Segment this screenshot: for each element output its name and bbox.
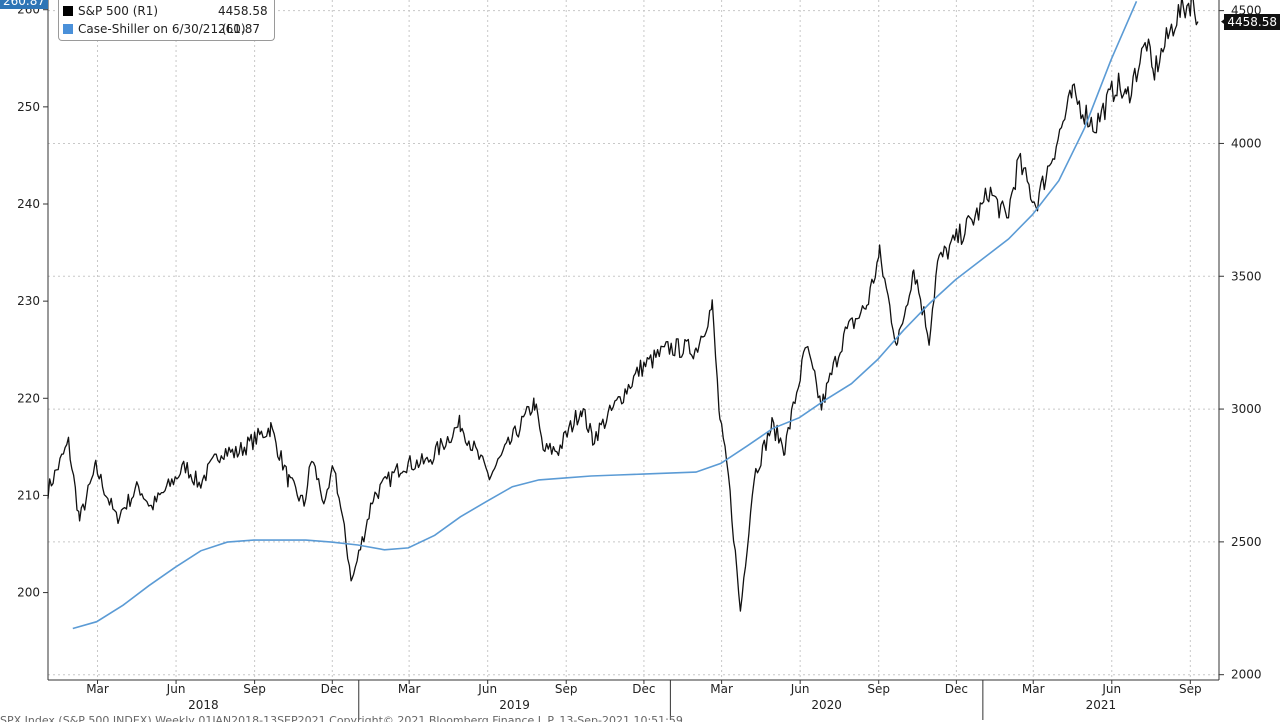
right-axis-tick-label: 4000 xyxy=(1231,136,1262,150)
x-axis-month-label: Jun xyxy=(477,682,497,696)
left-last-value-callout: 260.87 xyxy=(0,0,48,10)
x-axis-month-label: Sep xyxy=(1179,682,1202,696)
right-axis-tick-label: 3500 xyxy=(1231,269,1262,283)
legend-label-case-shiller: Case-Shiller on 6/30/21 (L1) xyxy=(78,22,246,36)
right-axis-tick-label: 2000 xyxy=(1231,668,1262,682)
x-axis-year-label: 2020 xyxy=(811,698,842,712)
legend-label-sp500: S&P 500 (R1) xyxy=(78,4,159,18)
x-axis-month-label: Dec xyxy=(632,682,655,696)
x-axis-month-label: Mar xyxy=(86,682,109,696)
x-axis-month-label: Dec xyxy=(945,682,968,696)
x-axis-month-label: Mar xyxy=(1022,682,1045,696)
legend: S&P 500 (R1) 4458.58 Case-Shiller on 6/3… xyxy=(58,0,275,41)
x-axis-month-label: Jun xyxy=(1101,682,1121,696)
x-axis-year-label: 2018 xyxy=(188,698,219,712)
x-axis-month-label: Sep xyxy=(867,682,890,696)
left-axis-tick-label: 250 xyxy=(17,100,40,114)
x-axis-month-label: Jun xyxy=(166,682,186,696)
x-axis-month-label: Dec xyxy=(321,682,344,696)
sp500-series-line xyxy=(47,0,1199,612)
right-axis-tick-label: 3000 xyxy=(1231,402,1262,416)
left-axis-tick-label: 210 xyxy=(17,488,40,502)
x-axis-month-label: Sep xyxy=(243,682,266,696)
legend-value-case-shiller: 260.87 xyxy=(218,22,260,36)
x-axis-month-label: Mar xyxy=(398,682,421,696)
case-shiller-series-line xyxy=(72,0,1138,630)
legend-value-sp500: 4458.58 xyxy=(218,4,268,18)
right-axis-tick-label: 2500 xyxy=(1231,535,1262,549)
left-axis-tick-label: 220 xyxy=(17,391,40,405)
legend-entry-case-shiller: Case-Shiller on 6/30/21 (L1) 260.87 xyxy=(63,20,268,38)
left-axis-tick-label: 240 xyxy=(17,197,40,211)
x-axis-month-label: Sep xyxy=(555,682,578,696)
legend-swatch-case-shiller xyxy=(63,24,73,34)
footer-source-line: SPX Index (S&P 500 INDEX) Weekly 01JAN20… xyxy=(0,714,683,722)
x-axis-month-label: Jun xyxy=(790,682,810,696)
legend-entry-sp500: S&P 500 (R1) 4458.58 xyxy=(63,2,268,20)
x-axis-year-label: 2019 xyxy=(499,698,530,712)
left-axis-tick-label: 200 xyxy=(17,586,40,600)
legend-swatch-sp500 xyxy=(63,6,73,16)
right-last-value-callout: 4458.58 xyxy=(1224,13,1280,30)
x-axis-year-label: 2021 xyxy=(1086,698,1117,712)
x-axis-month-label: Mar xyxy=(710,682,733,696)
left-axis-tick-label: 230 xyxy=(17,294,40,308)
